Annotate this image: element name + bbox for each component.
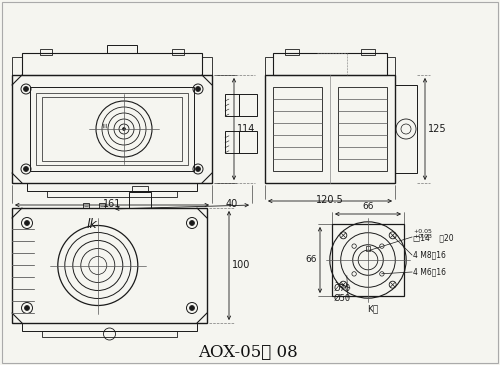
Text: 125: 125	[428, 124, 446, 134]
Text: ≡: ≡	[103, 122, 109, 128]
Text: 120.5: 120.5	[316, 195, 344, 205]
Bar	[42, 331, 177, 337]
Bar	[30, 87, 194, 171]
Circle shape	[24, 87, 28, 92]
Circle shape	[24, 220, 29, 226]
Text: 4 M8淲16: 4 M8淲16	[413, 250, 446, 260]
Text: □14    淲20: □14 淲20	[413, 234, 454, 242]
Text: AOX-05、 08: AOX-05、 08	[198, 345, 298, 361]
Bar	[273, 87, 322, 171]
Bar	[40, 49, 52, 55]
Text: Ø70: Ø70	[334, 284, 351, 292]
Bar	[239, 94, 257, 116]
Text: 66: 66	[362, 202, 374, 211]
Text: +0.05: +0.05	[413, 229, 432, 234]
Bar	[22, 323, 197, 331]
Circle shape	[24, 166, 28, 172]
Circle shape	[24, 306, 29, 311]
Circle shape	[122, 127, 126, 131]
Bar	[47, 191, 177, 197]
Circle shape	[190, 220, 194, 226]
Bar	[12, 208, 207, 323]
Text: +0.03: +0.03	[413, 234, 432, 239]
Bar	[395, 85, 417, 173]
Bar	[12, 75, 212, 183]
Circle shape	[190, 306, 194, 311]
Bar	[332, 224, 404, 296]
Bar	[265, 75, 395, 183]
Text: 100: 100	[232, 261, 250, 270]
Bar	[22, 53, 202, 75]
Circle shape	[196, 166, 200, 172]
Text: 40: 40	[226, 199, 238, 209]
Bar	[225, 131, 239, 153]
Text: Ø50: Ø50	[334, 293, 351, 303]
Bar	[36, 93, 188, 165]
Bar	[239, 131, 257, 153]
Bar	[225, 94, 239, 116]
Bar	[366, 246, 370, 251]
Bar	[338, 87, 387, 171]
Bar	[202, 57, 212, 75]
Bar	[265, 57, 273, 75]
Text: 114: 114	[237, 124, 256, 134]
Bar	[107, 45, 137, 53]
Bar	[387, 57, 395, 75]
Bar	[12, 57, 22, 75]
Bar	[42, 97, 182, 161]
Text: K向: K向	[368, 304, 378, 313]
Text: lk: lk	[86, 218, 98, 231]
Text: 161: 161	[103, 199, 121, 209]
Bar	[285, 49, 299, 55]
Text: 4 M6淲16: 4 M6淲16	[413, 268, 446, 277]
Bar	[361, 49, 375, 55]
Circle shape	[196, 87, 200, 92]
Bar	[132, 186, 148, 192]
Bar	[129, 192, 151, 208]
Bar	[27, 183, 197, 191]
Bar	[83, 203, 89, 208]
Bar	[273, 53, 387, 75]
Bar	[172, 49, 184, 55]
Text: 66: 66	[306, 255, 317, 265]
Bar	[98, 203, 104, 208]
